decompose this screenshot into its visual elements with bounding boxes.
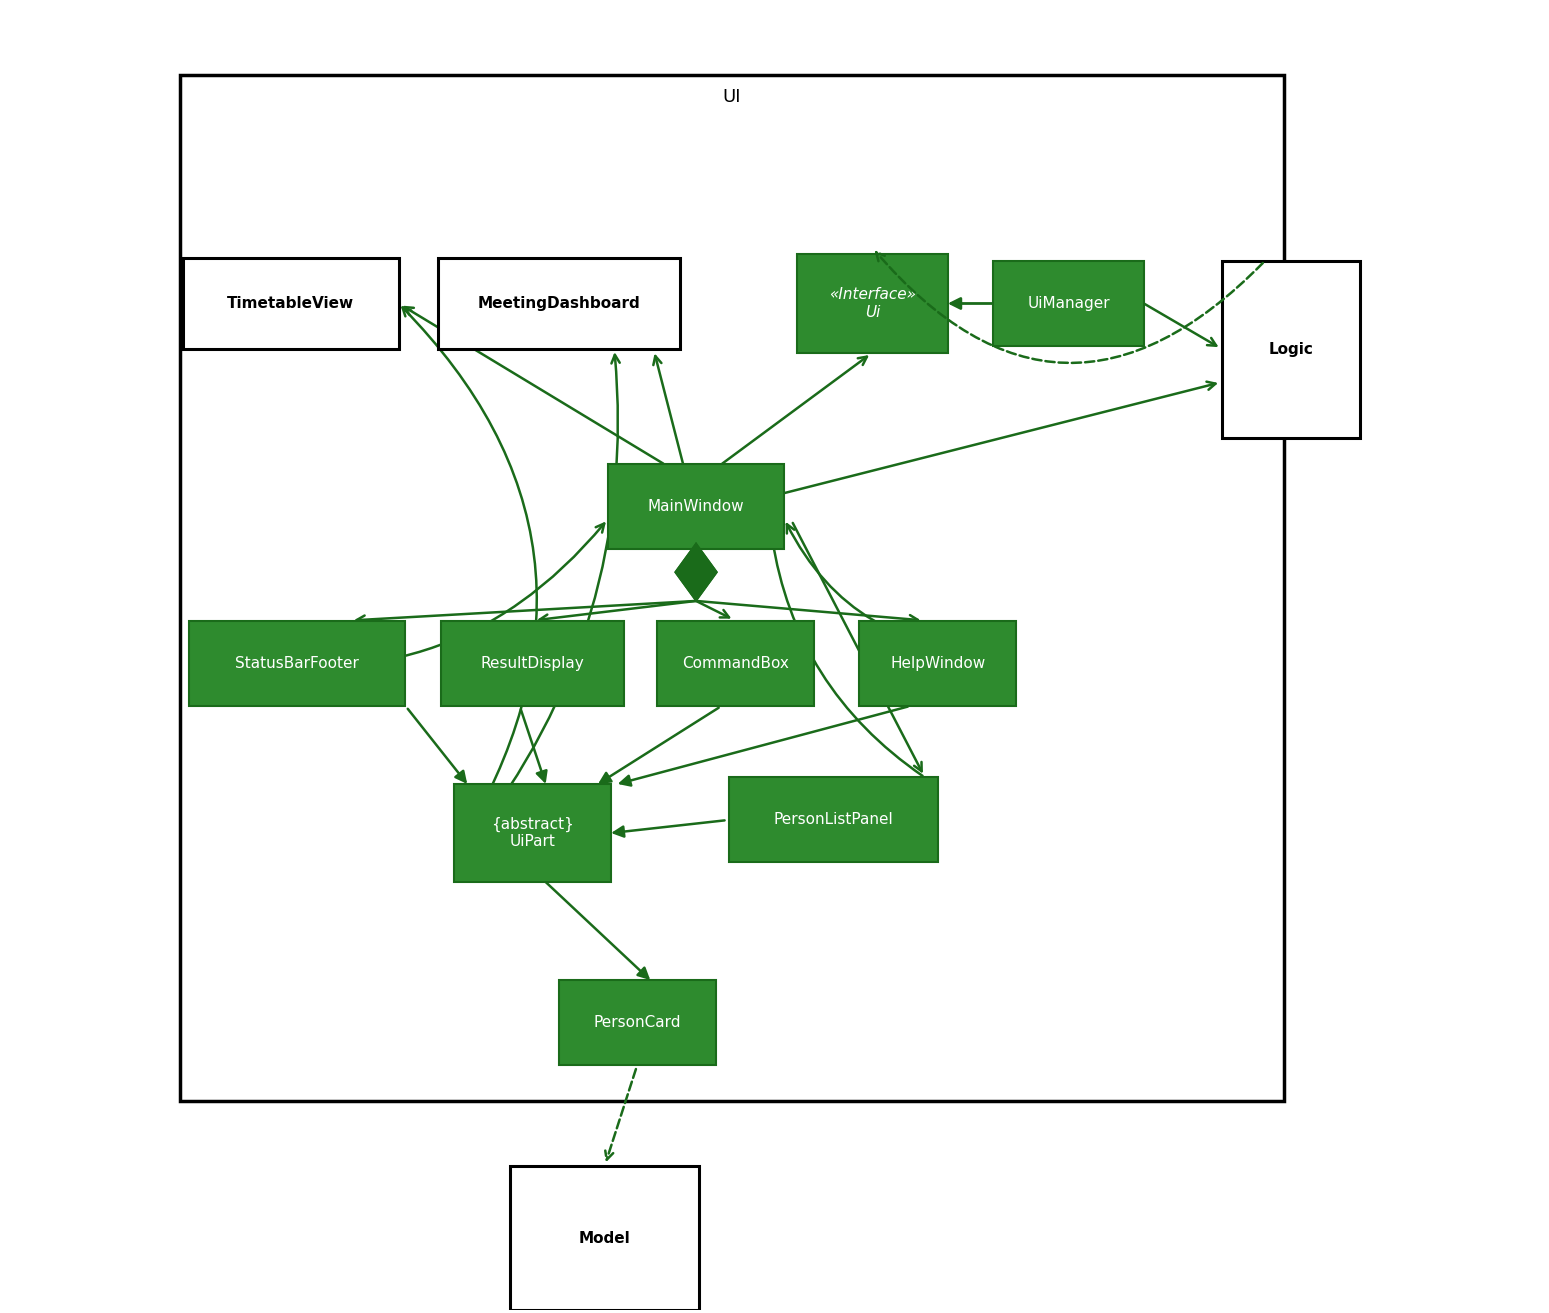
FancyBboxPatch shape (798, 255, 948, 352)
Text: StatusBarFooter: StatusBarFooter (235, 655, 359, 671)
FancyBboxPatch shape (1222, 261, 1360, 437)
FancyArrowPatch shape (469, 355, 620, 844)
FancyBboxPatch shape (559, 979, 716, 1065)
Text: PersonCard: PersonCard (593, 1015, 682, 1031)
Text: MainWindow: MainWindow (647, 499, 745, 513)
Text: MeetingDashboard: MeetingDashboard (477, 295, 640, 311)
FancyBboxPatch shape (728, 777, 939, 863)
FancyBboxPatch shape (189, 621, 406, 705)
Text: ResultDisplay: ResultDisplay (480, 655, 584, 671)
FancyArrowPatch shape (204, 524, 604, 666)
FancyBboxPatch shape (441, 621, 624, 705)
Text: UI: UI (723, 88, 742, 106)
FancyArrowPatch shape (877, 252, 1262, 362)
FancyBboxPatch shape (993, 261, 1143, 347)
FancyBboxPatch shape (607, 463, 784, 549)
Text: UiManager: UiManager (1027, 295, 1111, 311)
FancyBboxPatch shape (183, 257, 398, 349)
Text: HelpWindow: HelpWindow (891, 655, 985, 671)
FancyBboxPatch shape (657, 621, 813, 705)
Text: Model: Model (579, 1230, 630, 1246)
FancyArrowPatch shape (403, 307, 538, 831)
Text: Logic: Logic (1269, 341, 1314, 357)
Text: CommandBox: CommandBox (682, 655, 788, 671)
FancyBboxPatch shape (510, 1166, 699, 1310)
Polygon shape (675, 544, 717, 601)
FancyBboxPatch shape (438, 257, 680, 349)
FancyBboxPatch shape (860, 621, 1016, 705)
Text: TimetableView: TimetableView (228, 295, 355, 311)
Text: {abstract}
UiPart: {abstract} UiPart (491, 817, 575, 850)
Text: «Interface»
Ui: «Interface» Ui (829, 288, 915, 319)
FancyBboxPatch shape (454, 784, 610, 882)
FancyArrowPatch shape (787, 524, 1001, 650)
FancyBboxPatch shape (180, 75, 1284, 1102)
Text: PersonListPanel: PersonListPanel (773, 813, 894, 827)
FancyArrowPatch shape (770, 538, 923, 776)
